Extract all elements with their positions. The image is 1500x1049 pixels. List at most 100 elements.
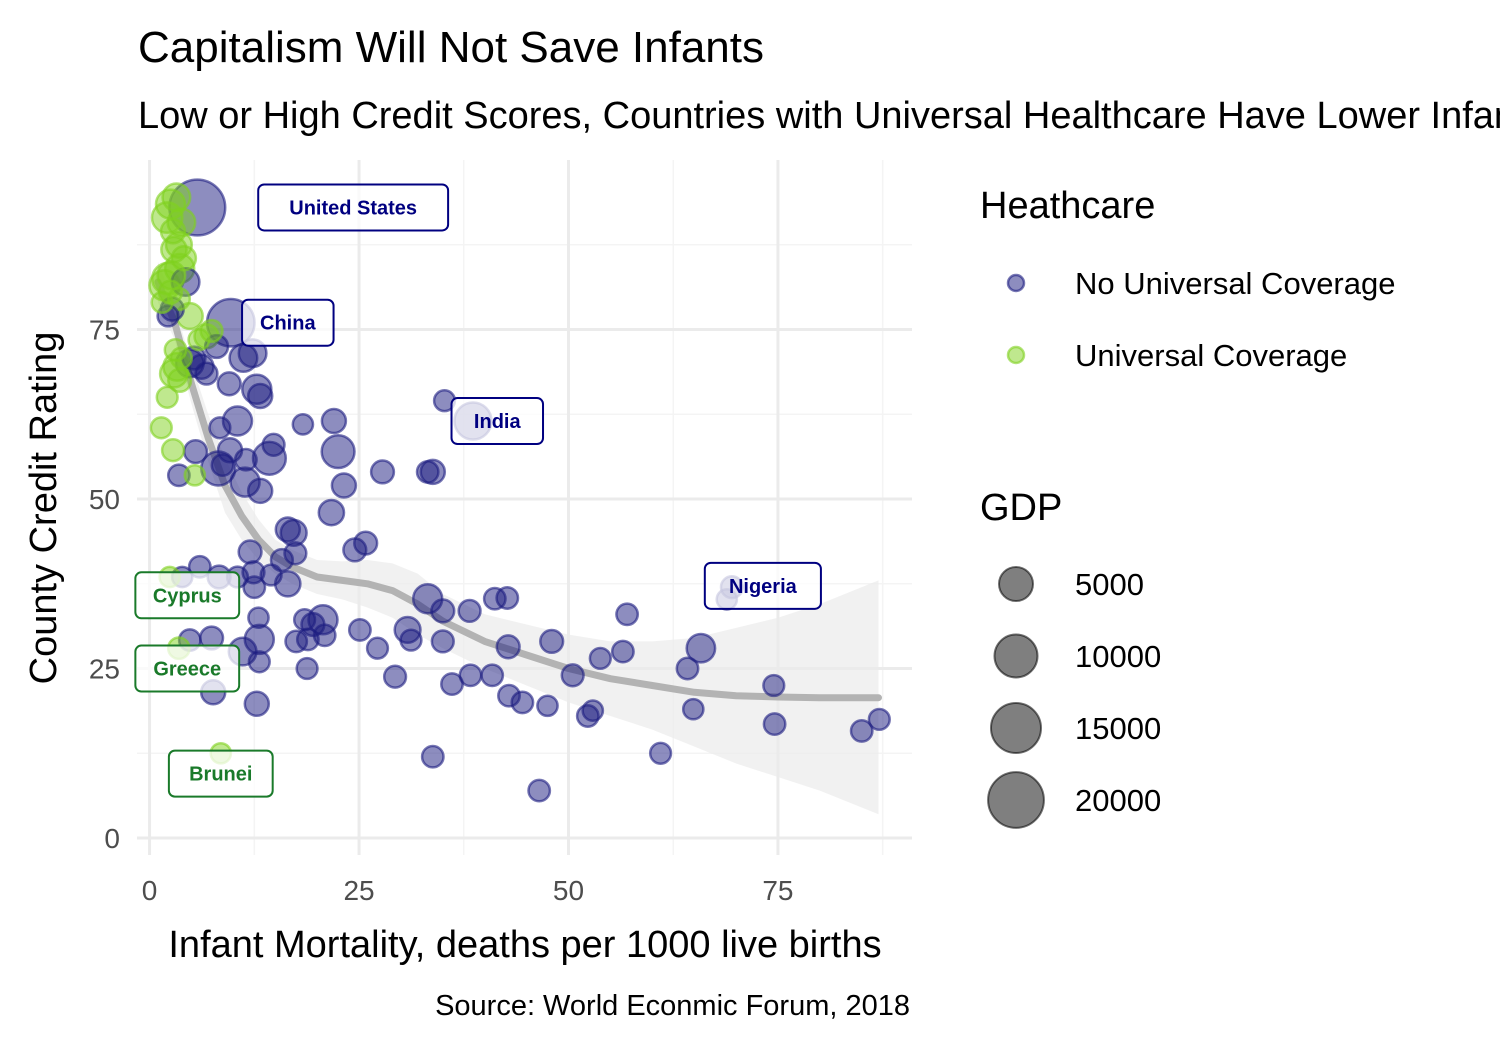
callout-cyprus: Cyprus [134,571,241,620]
legend-size-label: 5000 [1075,567,1144,602]
trend-line [154,278,882,702]
legend-size-key [993,633,1039,679]
callout-india: India [450,397,545,446]
callout-label: Greece [153,659,221,681]
y-tick-label: 50 [89,484,120,515]
callout-box [703,561,822,610]
callout-united-states: United States [257,183,450,232]
no-universal-coverage-point [762,673,786,698]
y-tick-label: 0 [104,823,120,854]
no-universal-coverage-point [347,617,372,642]
no-universal-coverage-point [353,530,379,556]
x-tick-label: 50 [553,875,584,906]
callout-label: Brunei [189,764,252,786]
callout-box [134,644,241,693]
no-universal-coverage-point [365,636,390,660]
callout-box [167,749,274,798]
no-universal-coverage-point [399,628,423,652]
callout-box [450,397,545,446]
callout-brunei: Brunei [167,749,274,798]
x-tick-label: 75 [762,875,793,906]
legend-title-gdp: GDP [980,487,1062,529]
no-universal-coverage-point [457,598,482,624]
legend-label-universal: Universal Coverage [1075,338,1347,373]
universal-coverage-point [161,182,192,213]
no-universal-coverage-point [681,697,705,721]
legend-size-label: 20000 [1075,783,1161,818]
no-universal-coverage-point [527,778,552,803]
legend-label-no_universal: No Universal Coverage [1075,266,1395,301]
callout-label: India [474,411,522,433]
callout-label: Cyprus [153,585,222,607]
no-universal-coverage-point [588,646,612,671]
callout-label: China [260,313,316,335]
no-universal-coverage-point [274,516,302,543]
universal-coverage-point [183,463,207,487]
chart-subtitle: Low or High Credit Scores, Countries wit… [138,95,1500,137]
legend-key-no_universal [1006,273,1026,293]
no-universal-coverage-point [182,438,209,465]
legend: Heathcare GDP No Universal Coverage Unive… [980,185,1395,829]
universal-coverage-point [169,346,194,370]
no-universal-coverage-point [480,663,505,688]
callout-box [134,571,241,620]
y-tick-label: 75 [89,315,120,346]
universal-coverage-point [159,217,187,245]
callout-nigeria: Nigeria [703,561,822,610]
no-universal-coverage-point [849,718,874,743]
callout-greece: Greece [134,644,241,693]
callout-china: China [241,298,335,347]
universal-coverage-point [160,438,186,463]
no-universal-coverage-point [560,663,585,688]
no-universal-coverage-point [208,416,232,440]
no-universal-coverage-point [242,575,267,600]
no-universal-coverage-point [536,694,559,718]
no-universal-coverage-point [237,539,263,565]
no-universal-coverage-point [495,586,520,610]
no-universal-coverage-point [867,707,891,732]
legend-size-label: 10000 [1075,639,1161,674]
no-universal-coverage-point [615,602,640,627]
no-universal-coverage-point [458,663,483,688]
no-universal-coverage-point [685,632,717,664]
no-universal-coverage-point [243,690,271,718]
no-universal-coverage-point [610,639,635,664]
universal-coverage-point [150,290,174,315]
no-universal-coverage-point [581,699,605,722]
no-universal-coverage-point [292,608,317,632]
legend-size-label: 15000 [1075,711,1161,746]
no-universal-coverage-point [495,634,521,660]
callout-box [241,298,335,347]
y-tick-label: 25 [89,654,120,685]
x-axis-title: Infant Mortality, deaths per 1000 live b… [168,924,881,966]
no-universal-coverage-point [510,690,535,715]
no-universal-coverage-point [320,407,348,435]
no-universal-coverage-point [247,606,270,630]
no-universal-coverage-point [194,361,219,386]
no-universal-coverage-point [259,563,283,587]
no-universal-coverage-point [420,744,445,769]
no-universal-coverage-point [330,472,358,499]
legend-size-key [990,702,1042,754]
no-universal-coverage-point [210,453,235,478]
no-universal-coverage-point [320,433,356,470]
no-universal-coverage-point [762,712,787,737]
legend-key-universal [1006,345,1026,365]
universal-coverage-point [149,416,173,440]
no-universal-coverage-point [216,371,242,397]
no-universal-coverage-point [246,382,274,410]
no-universal-coverage-point [312,623,337,648]
universal-coverage-point [170,245,198,272]
x-tick-label: 0 [142,875,158,906]
callout-box [257,183,450,232]
no-universal-coverage-point [430,629,455,654]
callout-label: Nigeria [729,576,798,598]
legend-size-key [987,771,1045,829]
no-universal-coverage-point [247,650,271,674]
y-axis-title: County Credit Rating [23,332,65,685]
legend-title-healthcare: Heathcare [980,185,1155,227]
confidence-band [157,261,879,815]
callout-label: United States [289,197,417,219]
no-universal-coverage-point [317,498,346,527]
